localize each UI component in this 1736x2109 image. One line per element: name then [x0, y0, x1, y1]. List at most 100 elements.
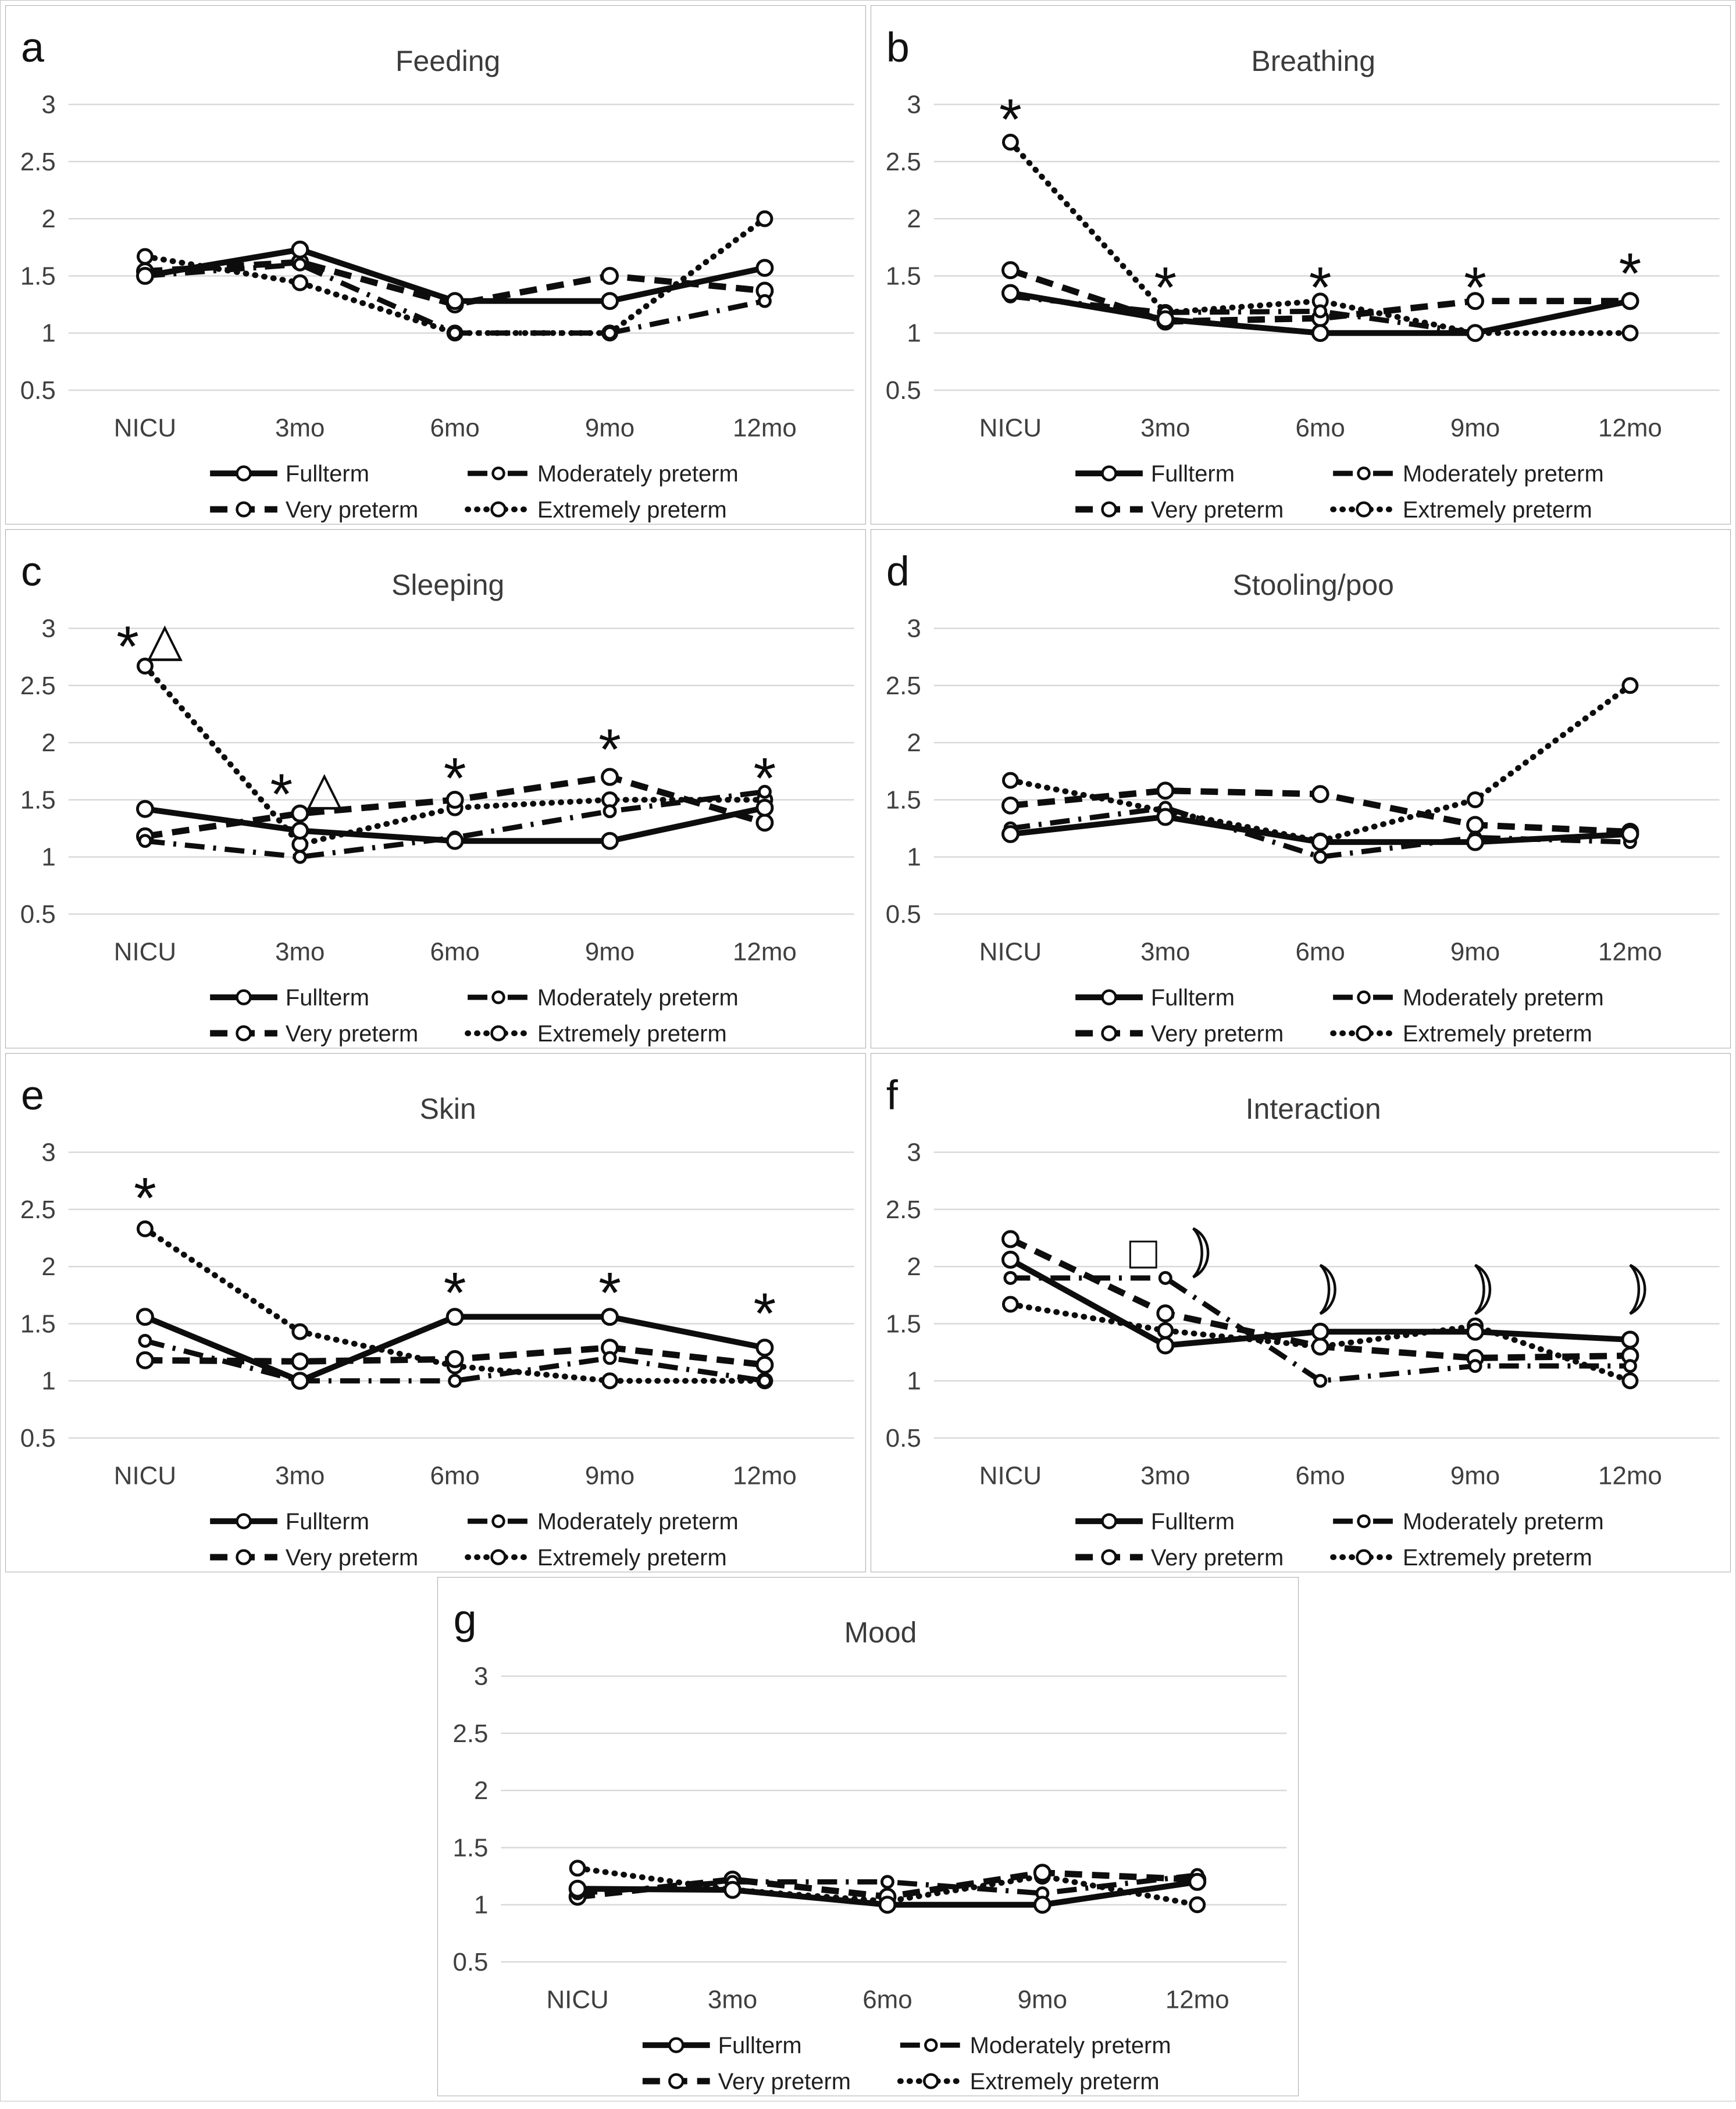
marker-very-preterm	[1156, 781, 1174, 800]
asterisk-symbol: *	[753, 1282, 776, 1346]
marker-very-preterm	[601, 266, 619, 285]
x-tick-label: 6mo	[1295, 413, 1345, 442]
x-tick-label: 12mo	[1598, 413, 1662, 442]
legend-item-moderately-preterm: Moderately preterm	[468, 461, 739, 487]
legend-marker-moderately-preterm	[1356, 466, 1371, 480]
legend-label-very-preterm: Very preterm	[286, 497, 418, 523]
panel-b: b Breathing 3 2.5 2 1.5 1 0.5 NICU 3mo 6mo 9mo 12mo *…	[870, 5, 1731, 524]
panel-letter: a	[21, 24, 44, 71]
panel-row-3: e Skin 3 2.5 2 1.5 1 0.5 NICU 3mo 6mo 9mo 12mo * * * * Fu…	[5, 1053, 1731, 1572]
legend-label-moderately-preterm: Moderately preterm	[970, 2033, 1171, 2058]
x-tick-label: 3mo	[275, 1461, 325, 1490]
y-tick-label: 1	[474, 1891, 488, 1919]
legend-label-very-preterm: Very preterm	[718, 2069, 851, 2094]
marker-very-preterm	[445, 1350, 464, 1368]
legend-item-fullterm: Fullterm	[210, 1509, 369, 1535]
marker-fullterm	[291, 240, 309, 259]
legend-marker-fullterm	[1100, 989, 1117, 1005]
marker-fullterm	[445, 832, 464, 850]
x-tick-label: NICU	[114, 1461, 176, 1490]
marker-very-preterm	[755, 1355, 774, 1374]
marker-extremely-preterm	[1001, 772, 1019, 789]
legend-marker-extremely-preterm	[923, 2073, 939, 2089]
y-tick-label: 1	[41, 1367, 55, 1396]
marker-fullterm	[601, 832, 619, 850]
panel-f: f Interaction 3 2.5 2 1.5 1 0.5 NICU 3mo 6mo 9mo 12m…	[870, 1053, 1731, 1572]
y-tick-label: 0.5	[452, 1948, 488, 1976]
marker-extremely-preterm	[1621, 677, 1638, 694]
marker-fullterm	[755, 798, 774, 817]
marker-fullterm	[1188, 1872, 1207, 1891]
y-tick-label: 2.5	[20, 148, 56, 176]
marker-fullterm	[878, 1896, 897, 1914]
marker-fullterm	[601, 292, 619, 311]
marker-extremely-preterm	[136, 248, 154, 265]
marker-extremely-preterm	[1001, 134, 1019, 151]
x-tick-label: NICU	[979, 1461, 1041, 1490]
legend-item-moderately-preterm: Moderately preterm	[468, 1509, 739, 1535]
legend-label-fullterm: Fullterm	[718, 2033, 802, 2058]
legend-label-extremely-preterm: Extremely preterm	[970, 2069, 1160, 2094]
y-tick-label: 0.5	[885, 376, 921, 405]
legend-marker-extremely-preterm	[1355, 1549, 1372, 1565]
asterisk-symbol: *	[444, 1261, 466, 1326]
marker-fullterm	[136, 266, 154, 285]
legend-label-extremely-preterm: Extremely preterm	[1402, 497, 1592, 523]
y-tick-label: 1	[907, 1367, 921, 1396]
marker-moderately-preterm	[1003, 1271, 1017, 1285]
x-tick-label: 9mo	[585, 1461, 634, 1490]
legend-marker-extremely-preterm	[1355, 1025, 1372, 1041]
marker-very-preterm	[1001, 261, 1020, 280]
y-tick-label: 3	[41, 1139, 55, 1167]
chart-title: Breathing	[1251, 45, 1375, 77]
x-tick-label: 6mo	[862, 1985, 912, 2014]
marker-fullterm	[723, 1880, 742, 1899]
legend-marker-extremely-preterm	[490, 501, 507, 518]
y-tick-label: 0.5	[885, 900, 921, 929]
marker-moderately-preterm	[138, 834, 152, 848]
marker-moderately-preterm	[757, 784, 772, 799]
marker-very-preterm	[1001, 796, 1020, 815]
marker-extremely-preterm	[136, 658, 154, 675]
panel-row-1: a Feeding 3 2.5 2 1.5 1 0.5 NICU 3mo 6mo 9mo 12mo Ful…	[5, 5, 1731, 524]
legend-label-very-preterm: Very preterm	[1150, 1545, 1283, 1571]
y-tick-label: 1.5	[885, 786, 921, 814]
y-tick-label: 0.5	[20, 1424, 56, 1453]
chart-g: g Mood 3 2.5 2 1.5 1 0.5 NICU 3mo 6mo 9mo 12mo Fullte…	[452, 1596, 1287, 2094]
marker-extremely-preterm	[601, 1372, 619, 1390]
legend-item-fullterm: Fullterm	[1075, 1509, 1234, 1535]
legend-label-moderately-preterm: Moderately preterm	[1402, 985, 1603, 1011]
marker-very-preterm	[1466, 292, 1484, 311]
crescent-symbol	[1192, 1227, 1209, 1279]
y-tick-label: 3	[41, 91, 55, 119]
x-tick-label: 3mo	[1140, 1461, 1190, 1490]
chart-b: b Breathing 3 2.5 2 1.5 1 0.5 NICU 3mo 6mo 9mo 12mo *…	[885, 24, 1720, 523]
legend-item-very-preterm: Very preterm	[1075, 1021, 1284, 1047]
marker-extremely-preterm	[1621, 1372, 1638, 1390]
marker-fullterm	[136, 1308, 154, 1326]
marker-very-preterm	[1156, 1304, 1174, 1323]
legend-marker-moderately-preterm	[1356, 990, 1371, 1004]
series-line-extremely-preterm	[142, 216, 768, 336]
panel-letter: c	[21, 548, 42, 595]
chart-a: a Feeding 3 2.5 2 1.5 1 0.5 NICU 3mo 6mo 9mo 12mo Ful…	[20, 24, 854, 523]
legend-marker-fullterm	[236, 1513, 252, 1529]
y-tick-label: 1.5	[452, 1833, 488, 1862]
y-tick-label: 2	[907, 729, 921, 757]
legend-label-fullterm: Fullterm	[286, 461, 369, 487]
y-tick-label: 2	[41, 1252, 55, 1281]
x-tick-label: 6mo	[430, 413, 479, 442]
marker-very-preterm	[291, 1352, 309, 1371]
chart-title: Stooling/poo	[1232, 569, 1393, 601]
y-tick-label: 0.5	[885, 1424, 921, 1453]
legend-label-moderately-preterm: Moderately preterm	[1402, 461, 1603, 487]
marker-moderately-preterm	[1313, 304, 1327, 319]
marker-moderately-preterm	[757, 1373, 772, 1388]
marker-fullterm	[1311, 833, 1329, 851]
legend-marker-moderately-preterm	[491, 1514, 505, 1528]
y-tick-label: 2.5	[885, 672, 921, 700]
legend-label-moderately-preterm: Moderately preterm	[537, 1509, 739, 1535]
legend-marker-extremely-preterm	[490, 1549, 507, 1565]
marker-fullterm	[1001, 825, 1020, 843]
chart-title: Interaction	[1245, 1093, 1381, 1125]
